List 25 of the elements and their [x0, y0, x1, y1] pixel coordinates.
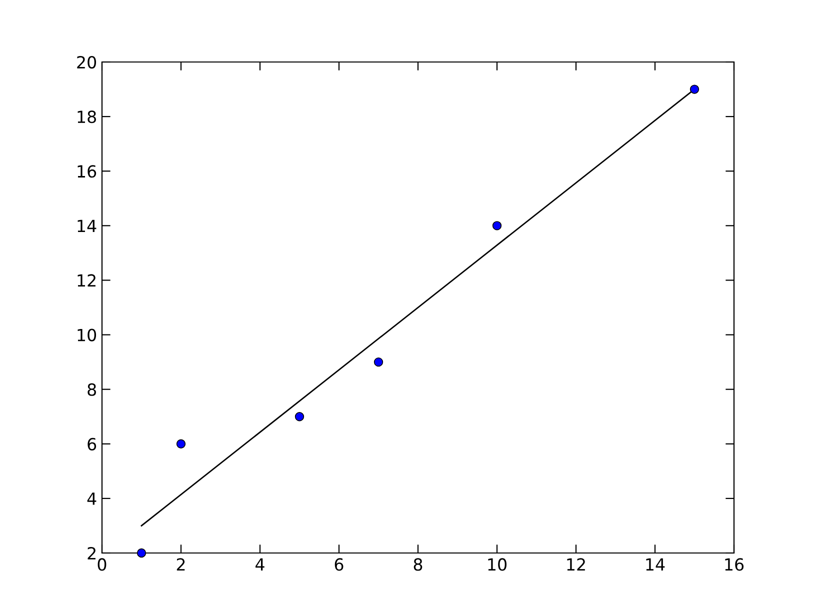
x-tick-label: 6 — [334, 558, 344, 571]
x-tick-label: 16 — [725, 558, 744, 571]
point — [176, 439, 186, 448]
x-tick-label: 4 — [256, 558, 264, 571]
y-tick-label: 10 — [78, 328, 96, 342]
y-tick-label: 14 — [78, 220, 96, 232]
y-tick-label: 12 — [78, 274, 96, 287]
x-tick-label: 0 — [98, 558, 106, 571]
x-tick-label: 10 — [488, 558, 506, 571]
point — [294, 412, 304, 422]
y-tick-label: 6 — [88, 438, 96, 450]
x-tick-label: 14 — [646, 558, 665, 571]
y-tick-label: 16 — [78, 165, 96, 178]
point — [374, 357, 384, 367]
y-tick-label: 8 — [88, 383, 96, 396]
x-tick-label: 2 — [176, 558, 185, 571]
y-tick-label: 4 — [87, 492, 96, 505]
y-tick-label: 2 — [88, 546, 96, 560]
x-tick-label: 12 — [567, 558, 585, 571]
point — [136, 548, 146, 558]
y-tick-label: 18 — [78, 110, 96, 124]
x-tick-label: 8 — [414, 558, 422, 571]
y-tick-label: 20 — [77, 56, 96, 69]
point — [690, 84, 700, 94]
point — [492, 221, 502, 230]
